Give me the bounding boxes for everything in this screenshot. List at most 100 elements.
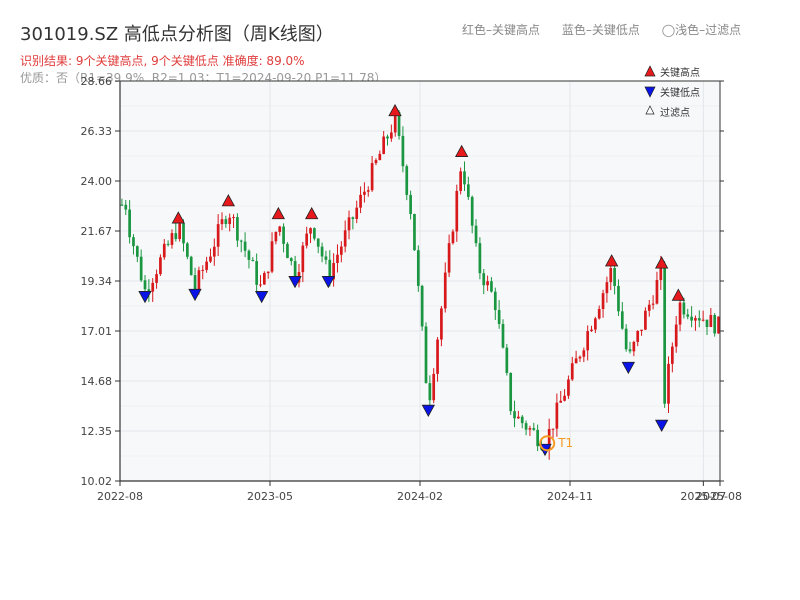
candle-body: [513, 411, 516, 419]
candle-body: [520, 416, 524, 424]
key-high-marker: [271, 206, 286, 220]
candle-body: [570, 363, 574, 380]
candle-body: [374, 160, 378, 164]
candle-body: [671, 346, 674, 364]
candle-body: [532, 428, 536, 430]
result-summary: 识别结果: 9个关键高点, 9个关键低点 准确度: 89.0%: [20, 54, 305, 68]
candle-body: [597, 309, 601, 319]
key-low-marker: [321, 276, 336, 289]
candle-body: [651, 303, 655, 305]
candle-body: [397, 112, 401, 136]
y-tick-label: 17.01: [81, 325, 113, 338]
candle-body: [501, 323, 505, 348]
candle-body: [470, 196, 474, 226]
candle-body: [582, 350, 586, 357]
candle-body: [674, 324, 678, 347]
page-title: 301019.SZ 高低点分析图（周K线图）: [20, 24, 334, 45]
y-tick-label: 12.35: [81, 425, 113, 438]
candle-body: [143, 280, 147, 290]
candle-body: [390, 132, 393, 139]
candle-body: [301, 245, 305, 273]
candle-body: [347, 217, 351, 231]
key-high-marker: [221, 194, 236, 207]
candle-body: [270, 241, 274, 272]
candle-body: [132, 237, 135, 247]
candle-body: [182, 223, 185, 244]
candle-body: [524, 423, 528, 430]
candle-body: [239, 240, 243, 242]
candle-body: [278, 226, 282, 232]
candle-body: [336, 254, 339, 264]
candle-body: [262, 273, 266, 285]
candle-body: [601, 293, 605, 310]
candle-body: [682, 302, 686, 315]
key-low-marker: [138, 291, 152, 304]
candle-body: [305, 233, 309, 246]
key-low-marker: [254, 291, 269, 304]
candle-body: [466, 184, 470, 197]
candle-body: [613, 268, 616, 286]
candle-body: [293, 261, 297, 283]
key-high-marker: [171, 211, 186, 224]
candle-body: [655, 279, 659, 304]
candle-body: [355, 207, 359, 219]
candle-body: [359, 194, 362, 208]
legend-label: 过滤点: [660, 106, 690, 119]
candle-body: [509, 372, 513, 412]
candle-body: [135, 246, 139, 257]
candle-body: [559, 400, 563, 403]
candle-body: [232, 217, 235, 219]
candle-body: [586, 331, 590, 351]
candle-body: [309, 228, 312, 234]
markers: T1: [138, 103, 686, 457]
candle-body: [320, 246, 324, 257]
candle-body: [678, 302, 682, 325]
candle-body: [547, 429, 551, 451]
candle-body: [401, 135, 405, 167]
candle-body: [578, 356, 582, 359]
candle-body: [459, 171, 462, 191]
candle-body: [574, 358, 578, 364]
candle-body: [451, 231, 455, 244]
axes: 10.02 12.35 14.68 17.01 19.34 21.67 24.00 26.33…: [81, 75, 742, 503]
candle-body: [420, 285, 424, 327]
candle-body: [251, 259, 255, 262]
candle-body: [536, 429, 539, 447]
candle-body: [640, 329, 643, 331]
candle-body: [382, 136, 386, 154]
key-low-marker: [188, 288, 202, 302]
candle-body: [409, 194, 412, 215]
x-tick-label: 2023-05: [247, 490, 293, 503]
candle-body: [436, 339, 439, 374]
candle-body: [644, 310, 647, 330]
candle-body: [224, 219, 228, 225]
candle-body: [351, 217, 355, 219]
candle-body: [197, 270, 201, 290]
candle-body: [624, 328, 628, 350]
key-high-marker: [654, 256, 669, 269]
candle-body: [120, 204, 124, 206]
candle-body: [413, 214, 416, 251]
candle-body: [432, 373, 436, 401]
candle-body: [255, 261, 258, 285]
candle-body: [236, 217, 239, 241]
candle-body: [455, 190, 459, 232]
candle-body: [424, 326, 428, 384]
candle-body: [201, 269, 205, 271]
candle-body: [555, 402, 559, 429]
t1-ring: [539, 435, 556, 452]
candle-body: [139, 256, 143, 281]
candle-body: [370, 163, 374, 191]
candle-body: [393, 112, 397, 133]
candle-body: [386, 136, 389, 139]
candle-body: [363, 191, 366, 195]
candle-body: [493, 291, 497, 311]
candle-body: [189, 256, 193, 276]
candle-body: [505, 347, 509, 373]
candle-body: [701, 319, 705, 321]
candle-body: [316, 238, 320, 247]
candle-body: [212, 246, 216, 257]
candle-body: [162, 243, 166, 258]
candle-body: [709, 315, 713, 327]
